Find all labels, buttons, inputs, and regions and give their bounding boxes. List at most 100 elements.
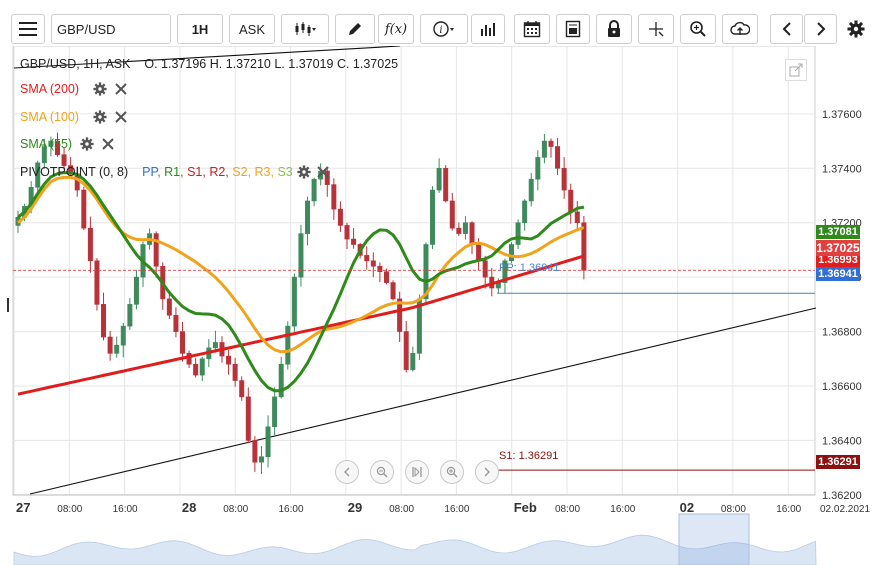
chevron-left-icon: [782, 22, 791, 36]
forward-button[interactable]: [804, 14, 837, 44]
ohlc-high: H. 1.37210: [209, 57, 271, 71]
bars-icon: [481, 23, 495, 36]
chart-type-button[interactable]: [281, 14, 329, 44]
candle-body: [166, 298, 172, 316]
candle-body: [430, 189, 436, 245]
symbol-label: GBP/USD: [57, 21, 116, 37]
gear-icon[interactable]: [297, 165, 311, 179]
zoom-icon: [690, 21, 706, 37]
candle-body: [541, 140, 547, 158]
price-type-button[interactable]: ASK: [229, 14, 275, 44]
back-button[interactable]: [770, 14, 803, 44]
draw-button[interactable]: [335, 14, 375, 44]
close-icon[interactable]: [102, 138, 114, 150]
menu-icon: [19, 22, 37, 36]
scroll-right-button[interactable]: [475, 460, 499, 484]
price-tag-hidden: 1.36993: [816, 253, 860, 267]
x-tick-label: 02: [680, 500, 694, 515]
crosshair-icon: [649, 22, 664, 37]
candle-body: [508, 244, 514, 262]
calendar-icon: [523, 21, 541, 38]
candle-body: [133, 276, 139, 305]
timeframe-label: 1H: [191, 21, 209, 37]
candle-body: [482, 260, 488, 278]
reset-button[interactable]: [405, 460, 429, 484]
symbol-selector[interactable]: GBP/USD: [51, 14, 171, 44]
candle-body: [522, 200, 528, 224]
price-tag-pp: 1.36941: [816, 267, 860, 281]
close-icon[interactable]: [317, 166, 329, 178]
chart-area[interactable]: 1.376001.374001.372001.370001.368001.366…: [0, 46, 886, 565]
indicator-sma55: SMA (55): [20, 137, 114, 151]
lock-button[interactable]: [596, 14, 632, 44]
x-tick-label: 08:00: [721, 504, 746, 515]
timeframe-button[interactable]: 1H: [177, 14, 223, 44]
candle-body: [239, 380, 245, 398]
ohlc-info: GBP/USD, 1H, ASK O. 1.37196 H. 1.37210 L…: [20, 57, 398, 71]
x-tick-label: 16:00: [776, 504, 801, 515]
gear-icon[interactable]: [93, 82, 107, 96]
candle-body: [120, 325, 126, 346]
indicators-button[interactable]: f(x): [378, 14, 414, 44]
cloud-button[interactable]: [722, 14, 758, 44]
y-tick-label: 1.36400: [822, 435, 862, 447]
candle-body: [383, 271, 389, 283]
gear-icon[interactable]: [93, 110, 107, 124]
ohlc-close: C. 1.37025: [336, 57, 399, 71]
candle-body: [410, 353, 416, 370]
layout-button[interactable]: [556, 14, 590, 44]
candle-body: [528, 178, 534, 202]
candle-body: [232, 363, 238, 381]
expand-icon: [789, 63, 803, 77]
candle-body: [344, 225, 350, 240]
close-icon[interactable]: [115, 111, 127, 123]
expand-button[interactable]: [785, 59, 807, 81]
crosshair-button[interactable]: [638, 14, 674, 44]
candles-icon: [295, 22, 316, 36]
candle-body: [462, 222, 468, 234]
trend-line-lower: [29, 307, 817, 495]
y-tick-label: 1.36800: [822, 327, 862, 339]
candle-body: [193, 363, 199, 376]
candle-body: [114, 344, 120, 354]
close-icon[interactable]: [115, 83, 127, 95]
calendar-button[interactable]: [514, 14, 550, 44]
info-button[interactable]: i: [420, 14, 468, 44]
x-tick-label: 29: [348, 500, 362, 515]
volume-button[interactable]: [471, 14, 505, 44]
candle-body: [456, 227, 462, 234]
x-tick-label: 16:00: [444, 504, 469, 515]
menu-button[interactable]: [11, 14, 45, 44]
pivot-legend-item: S2,: [232, 165, 255, 179]
candle-body: [94, 260, 100, 305]
zoom-in-button[interactable]: [440, 460, 464, 484]
x-tick-label: 27: [16, 500, 30, 515]
candle-body: [561, 167, 567, 191]
cloud-upload-icon: [730, 21, 750, 35]
price-type-label: ASK: [238, 21, 265, 37]
x-tick-label: 16:00: [610, 504, 635, 515]
indicator-pivot: PIVOTPOINT (0, 8) PP, R1, S1, R2, S2, R3…: [20, 165, 329, 179]
candle-body: [443, 167, 449, 202]
zoom-in-icon: [446, 466, 458, 478]
svg-text:i: i: [439, 25, 442, 36]
chevron-right-icon: [816, 22, 825, 36]
pp-line-label: PP: 1.36941: [499, 262, 560, 274]
candle-body: [574, 211, 580, 224]
chart-navigation: [335, 460, 510, 484]
candle-body: [568, 189, 574, 213]
pivot-legend-item: R3,: [254, 165, 278, 179]
price-chart[interactable]: 1.376001.374001.372001.370001.368001.366…: [0, 46, 886, 565]
indicator-label: SMA (200): [20, 82, 80, 96]
pivot-legend-item: S1,: [187, 165, 210, 179]
gear-icon[interactable]: [80, 137, 94, 151]
scroll-left-button[interactable]: [335, 460, 359, 484]
zoom-button[interactable]: [680, 14, 716, 44]
x-tick-label: 16:00: [113, 504, 138, 515]
candle-body: [581, 222, 587, 271]
pivot-legend-item: R1,: [164, 165, 188, 179]
settings-button[interactable]: [841, 14, 871, 44]
candle-body: [397, 298, 403, 332]
trend-line-upper: [13, 46, 401, 69]
zoom-out-button[interactable]: [370, 460, 394, 484]
